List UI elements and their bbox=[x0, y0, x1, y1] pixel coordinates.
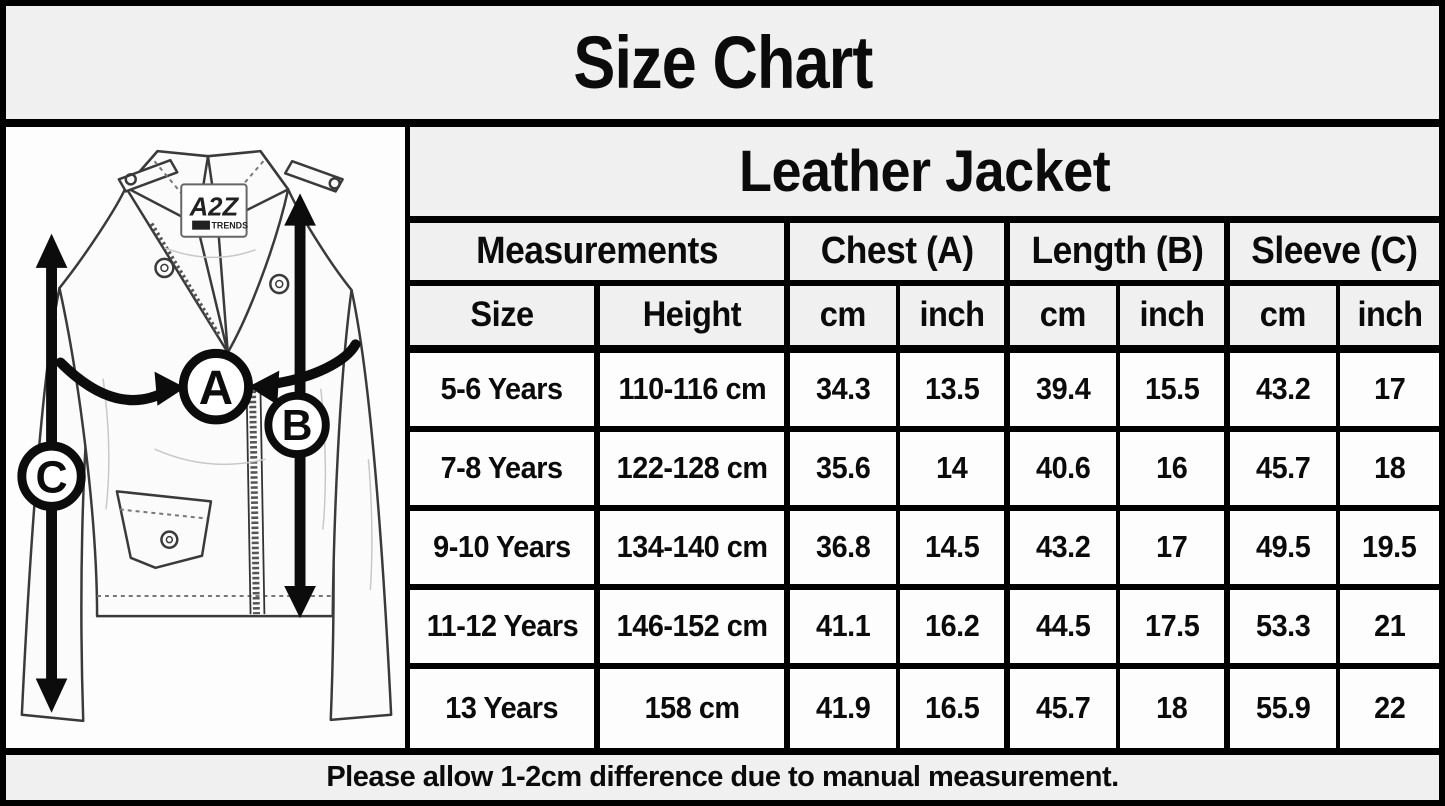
table-cell: 18 bbox=[1120, 668, 1230, 748]
table-cell: 14 bbox=[900, 431, 1010, 511]
table-cell: 17.5 bbox=[1120, 589, 1230, 669]
column-header-height: Height bbox=[600, 286, 790, 353]
table-cell: 9-10 Years bbox=[410, 510, 600, 590]
table-cell: 21 bbox=[1340, 589, 1439, 669]
table-cell: 7-8 Years bbox=[410, 431, 600, 511]
table-cell: 110-116 cm bbox=[600, 352, 790, 432]
table-cell: 13 Years bbox=[410, 668, 600, 748]
table-cell: 11-12 Years bbox=[410, 589, 600, 669]
brand-label: A2Z TRENDS bbox=[180, 183, 248, 238]
table-cell: 53.3 bbox=[1230, 589, 1340, 669]
table-cell: 45.7 bbox=[1010, 668, 1120, 748]
jacket-panel: A2Z TRENDS bbox=[6, 127, 410, 748]
footnote: Please allow 1-2cm difference due to man… bbox=[6, 748, 1439, 800]
table-cell: 16.5 bbox=[900, 668, 1010, 748]
table-cell: 43.2 bbox=[1230, 352, 1340, 432]
table-cell: 13.5 bbox=[900, 352, 1010, 432]
brand-text: A2Z bbox=[189, 193, 240, 221]
jacket-diagram: A2Z TRENDS bbox=[17, 149, 393, 723]
chest-letter: A bbox=[199, 361, 233, 414]
table-cell: 43.2 bbox=[1010, 510, 1120, 590]
length-badge: B bbox=[264, 391, 330, 459]
column-header-chest-cm: cm bbox=[790, 286, 900, 353]
footnote-text: Please allow 1-2cm difference due to man… bbox=[326, 761, 1119, 793]
product-title: Leather Jacket bbox=[410, 127, 1439, 224]
table-cell: 19.5 bbox=[1340, 510, 1439, 590]
table-cell: 41.1 bbox=[790, 589, 900, 669]
table-cell: 17 bbox=[1120, 510, 1230, 590]
table-cell: 16 bbox=[1120, 431, 1230, 511]
group-header-length: Length (B) bbox=[1010, 223, 1230, 287]
chest-arrow bbox=[55, 339, 361, 406]
table-cell: 36.8 bbox=[790, 510, 900, 590]
page-title-text: Size Chart bbox=[572, 21, 873, 104]
table-cell: 35.6 bbox=[790, 431, 900, 511]
main-area: A2Z TRENDS bbox=[6, 127, 1439, 748]
table-cell: 41.9 bbox=[790, 668, 900, 748]
table-cell: 40.6 bbox=[1010, 431, 1120, 511]
page-title: Size Chart bbox=[6, 6, 1439, 127]
table-cell: 146-152 cm bbox=[600, 589, 790, 669]
brand-sub-text: TRENDS bbox=[211, 221, 248, 231]
table-cell: 16.2 bbox=[900, 589, 1010, 669]
table-cell: 17 bbox=[1340, 352, 1439, 432]
group-header-sleeve: Sleeve (C) bbox=[1230, 223, 1439, 287]
table-cell: 44.5 bbox=[1010, 589, 1120, 669]
table-cell: 39.4 bbox=[1010, 352, 1120, 432]
table-cell: 49.5 bbox=[1230, 510, 1340, 590]
size-table: Leather Jacket Measurements Chest (A) Le… bbox=[410, 127, 1439, 748]
table-cell: 122-128 cm bbox=[600, 431, 790, 511]
sleeve-letter: C bbox=[35, 451, 67, 502]
group-header-chest: Chest (A) bbox=[790, 223, 1010, 287]
table-cell: 18 bbox=[1340, 431, 1439, 511]
column-header-chest-inch: inch bbox=[900, 286, 1010, 353]
table-cell: 5-6 Years bbox=[410, 352, 600, 432]
column-header-sleeve-inch: inch bbox=[1340, 286, 1439, 353]
table-cell: 34.3 bbox=[790, 352, 900, 432]
table-cell: 15.5 bbox=[1120, 352, 1230, 432]
table-cell: 22 bbox=[1340, 668, 1439, 748]
table-cell: 14.5 bbox=[900, 510, 1010, 590]
chest-badge: A bbox=[178, 348, 254, 425]
length-letter: B bbox=[282, 402, 313, 450]
table-cell: 55.9 bbox=[1230, 668, 1340, 748]
group-header-measurements: Measurements bbox=[410, 223, 790, 287]
sleeve-badge: C bbox=[17, 441, 86, 511]
table-cell: 158 cm bbox=[600, 668, 790, 748]
table-cell: 45.7 bbox=[1230, 431, 1340, 511]
column-header-size: Size bbox=[410, 286, 600, 353]
table-cell: 134-140 cm bbox=[600, 510, 790, 590]
column-header-sleeve-cm: cm bbox=[1230, 286, 1340, 353]
column-header-length-inch: inch bbox=[1120, 286, 1230, 353]
column-header-length-cm: cm bbox=[1010, 286, 1120, 353]
